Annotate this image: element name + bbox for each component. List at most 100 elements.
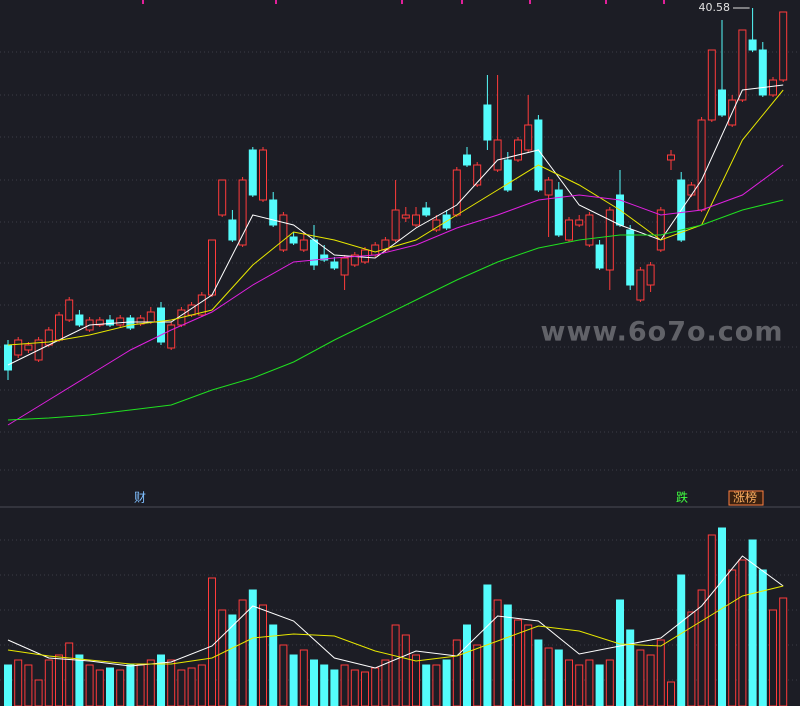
candle-body — [779, 11, 788, 81]
candle-body — [483, 104, 492, 141]
volume-bar — [636, 649, 645, 706]
volume-bar — [687, 611, 696, 706]
candle-body — [656, 209, 665, 251]
high-label: 40.58 — [699, 1, 731, 14]
volume-bar — [646, 654, 655, 706]
candle-body — [289, 236, 298, 244]
volume-bar — [299, 649, 308, 706]
candle-body — [452, 169, 461, 216]
candle-body — [330, 261, 339, 269]
ma-line — [7, 164, 784, 426]
volume-bar — [177, 669, 186, 706]
volume-bar — [361, 671, 369, 706]
candle-body — [350, 254, 359, 266]
candle-body — [269, 199, 278, 226]
volume-bar — [55, 654, 63, 706]
annotation: 涨榜 — [733, 490, 757, 505]
volume-bar — [412, 654, 420, 706]
candle-body — [575, 219, 584, 226]
volume-bar — [371, 667, 380, 706]
volume-bar — [442, 659, 451, 706]
candle-body — [626, 229, 635, 286]
candle-body — [4, 344, 12, 371]
volume-bar — [208, 577, 216, 706]
volume-bar — [534, 639, 543, 706]
candle-body — [238, 179, 247, 246]
annotation: 跌 — [676, 490, 688, 505]
volume-bar — [401, 634, 410, 706]
volume-bar — [269, 624, 278, 706]
volume-bar — [350, 669, 359, 706]
candle-body — [769, 79, 777, 96]
volume-bar — [44, 659, 53, 706]
volume-bar — [75, 654, 84, 706]
volume-bar — [779, 597, 788, 706]
volume-bar — [677, 574, 686, 706]
candle-body — [697, 119, 706, 211]
annotation: 财 — [134, 491, 146, 505]
candle-body — [106, 319, 114, 326]
volume-bar — [218, 609, 227, 706]
candle-body — [279, 214, 288, 251]
candle-body — [228, 219, 237, 241]
volume-bar — [95, 669, 104, 706]
candle-body — [636, 269, 645, 301]
candle-body — [14, 339, 23, 356]
volume-bar — [697, 589, 706, 706]
volume-bar — [758, 569, 767, 706]
candle-body — [514, 139, 522, 161]
candle-body — [493, 139, 502, 171]
candle-body — [75, 314, 84, 326]
candle-body — [218, 179, 227, 216]
volume-bar — [259, 604, 267, 706]
volume-bar — [565, 659, 573, 706]
candle-body — [391, 209, 400, 241]
volume-bar — [310, 659, 318, 706]
volume-bar — [279, 644, 288, 706]
candle-body — [299, 239, 308, 251]
volume-bar — [473, 644, 482, 706]
ma-line — [7, 585, 784, 665]
volume-bar — [116, 669, 125, 706]
candle-body — [707, 49, 716, 121]
candle-body — [748, 39, 757, 51]
volume-bar — [738, 559, 747, 706]
candle-body — [259, 149, 267, 201]
volume-bar — [85, 664, 94, 706]
volume-bar — [575, 664, 584, 706]
volume-bar — [718, 527, 726, 706]
ma-line — [7, 199, 784, 421]
volume-bar — [626, 629, 635, 706]
volume-bar — [554, 649, 563, 706]
candle-body — [116, 317, 125, 326]
volume-bar — [24, 664, 33, 706]
candle-body — [544, 179, 553, 196]
candle-body — [718, 89, 726, 116]
volume-bar — [493, 599, 502, 706]
volume-bar — [126, 664, 135, 706]
ma-line — [7, 555, 784, 669]
candle-body — [463, 154, 471, 166]
annotation-box — [728, 490, 764, 506]
volume-bar — [748, 539, 757, 706]
candle-body — [473, 164, 482, 186]
candle-body — [208, 239, 216, 296]
candle-body — [646, 264, 655, 286]
volume-bar — [605, 659, 614, 706]
candle-body — [605, 209, 614, 271]
candle-body — [585, 214, 594, 246]
volume-bar — [167, 659, 176, 706]
candle-body — [565, 219, 573, 241]
volume-bar — [381, 659, 390, 706]
volume-bar — [197, 664, 206, 706]
volume-bar — [483, 584, 492, 706]
volume-bar — [289, 654, 298, 706]
volume-bar — [595, 664, 604, 706]
candle-body — [401, 214, 410, 219]
volume-bar — [524, 624, 533, 706]
candle-body — [55, 314, 63, 341]
candle-body — [320, 254, 329, 261]
ma-line — [7, 84, 784, 366]
volume-bar — [4, 664, 12, 706]
volume-bar — [391, 624, 400, 706]
